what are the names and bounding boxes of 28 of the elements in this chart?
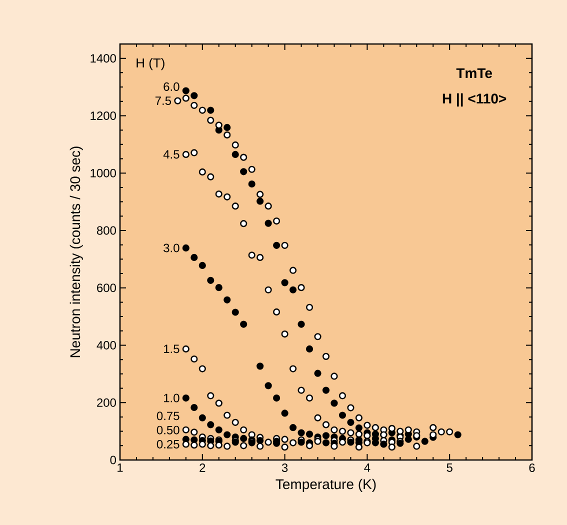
series-label: 1.0 <box>164 394 180 402</box>
y-tick-label: 1400 <box>90 54 116 63</box>
series-label: 0.50 <box>156 426 180 434</box>
series-label: 4.5 <box>163 150 180 159</box>
y-tick-label: 1200 <box>90 111 116 120</box>
y-tick-label: 0 <box>110 456 116 464</box>
text: TmTe <box>456 68 492 78</box>
x-tick-label: 3 <box>282 464 288 472</box>
y-axis-title: Neutron intensity (counts / 30 sec) <box>70 146 83 358</box>
x-axis-title: Temperature (K) <box>276 478 376 492</box>
series-label: 3.0 <box>164 244 180 252</box>
legend-title: H (T) <box>136 58 164 70</box>
series-label: 0.75 <box>156 412 180 420</box>
series-label: 0.25 <box>156 440 180 448</box>
y-tick-label: 1000 <box>90 168 116 178</box>
series-label: 7.5 <box>155 96 172 105</box>
y-tick-label: 600 <box>97 284 116 292</box>
x-tick-label: 5 <box>446 464 452 472</box>
x-tick-label: 1 <box>118 464 123 472</box>
x-tick-label: 2 <box>200 464 206 472</box>
y-tick-label: 800 <box>96 226 116 235</box>
x-tick-label: 4 <box>364 464 370 472</box>
text: H || <110> <box>442 93 506 107</box>
y-tick-label: 200 <box>97 398 116 407</box>
series-label: 6.0 <box>164 82 180 91</box>
x-tick-label: 6 <box>529 464 535 472</box>
y-tick-label: 400 <box>96 340 116 350</box>
series-label: 1.5 <box>164 344 180 354</box>
